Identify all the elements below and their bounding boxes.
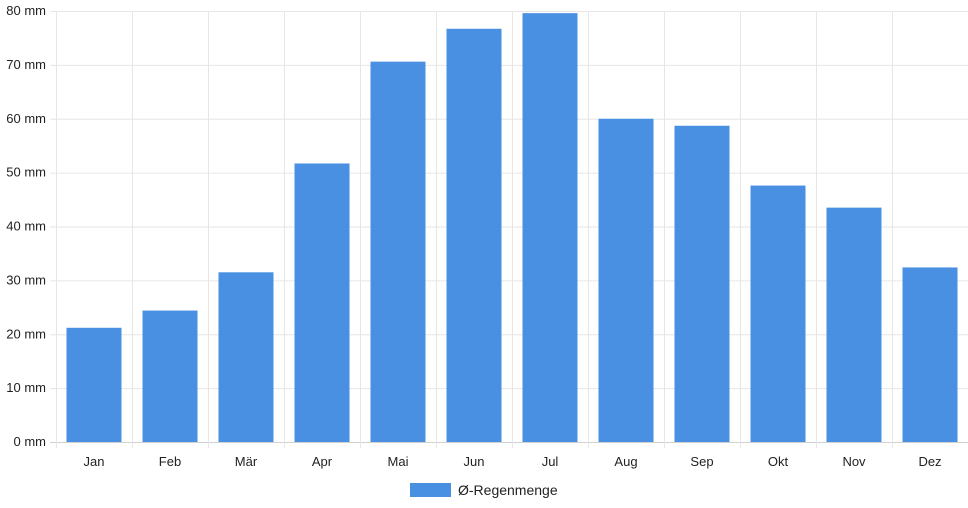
x-tick-label: Feb — [159, 454, 181, 469]
y-tick-label: 20 mm — [6, 326, 46, 341]
bar-dez[interactable] — [902, 267, 958, 442]
x-tick-label: Okt — [768, 454, 789, 469]
y-tick-label: 30 mm — [6, 272, 46, 287]
x-tick-label: Aug — [614, 454, 637, 469]
y-tick-label: 60 mm — [6, 111, 46, 126]
legend-label[interactable]: Ø-Regenmenge — [458, 482, 558, 498]
bar-nov[interactable] — [826, 207, 882, 442]
bar-mär[interactable] — [218, 272, 274, 442]
bar-jan[interactable] — [66, 327, 122, 442]
bar-jun[interactable] — [446, 28, 502, 443]
bar-okt[interactable] — [750, 185, 806, 442]
grid-lines — [50, 11, 968, 448]
bar-mai[interactable] — [370, 61, 426, 442]
x-tick-label: Jan — [84, 454, 105, 469]
x-tick-label: Dez — [918, 454, 941, 469]
x-axis-ticks: Jan Feb Mär Apr Mai Jun Jul Aug Sep Okt Nov Dez — [84, 454, 942, 469]
x-tick-label: Nov — [842, 454, 866, 469]
legend[interactable]: Ø-Regenmenge — [410, 482, 558, 498]
x-tick-label: Jun — [464, 454, 485, 469]
bars — [66, 13, 958, 443]
y-tick-label: 50 mm — [6, 165, 46, 180]
bar-feb[interactable] — [142, 310, 198, 442]
x-tick-label: Mär — [235, 454, 258, 469]
bar-apr[interactable] — [294, 163, 350, 442]
x-tick-label: Mai — [388, 454, 409, 469]
x-tick-label: Jul — [542, 454, 559, 469]
bar-jul[interactable] — [522, 13, 578, 443]
x-tick-label: Sep — [690, 454, 713, 469]
y-tick-label: 40 mm — [6, 219, 46, 234]
bar-sep[interactable] — [674, 125, 730, 442]
bar-aug[interactable] — [598, 118, 654, 442]
legend-swatch[interactable] — [410, 483, 451, 497]
y-axis-ticks: 0 mm 10 mm 20 mm 30 mm 40 mm 50 mm 60 mm 70 mm 8… — [6, 3, 46, 449]
y-tick-label: 0 mm — [14, 434, 47, 449]
y-tick-label: 10 mm — [6, 380, 46, 395]
y-tick-label: 70 mm — [6, 57, 46, 72]
y-tick-label: 80 mm — [6, 3, 46, 18]
x-tick-label: Apr — [312, 454, 333, 469]
